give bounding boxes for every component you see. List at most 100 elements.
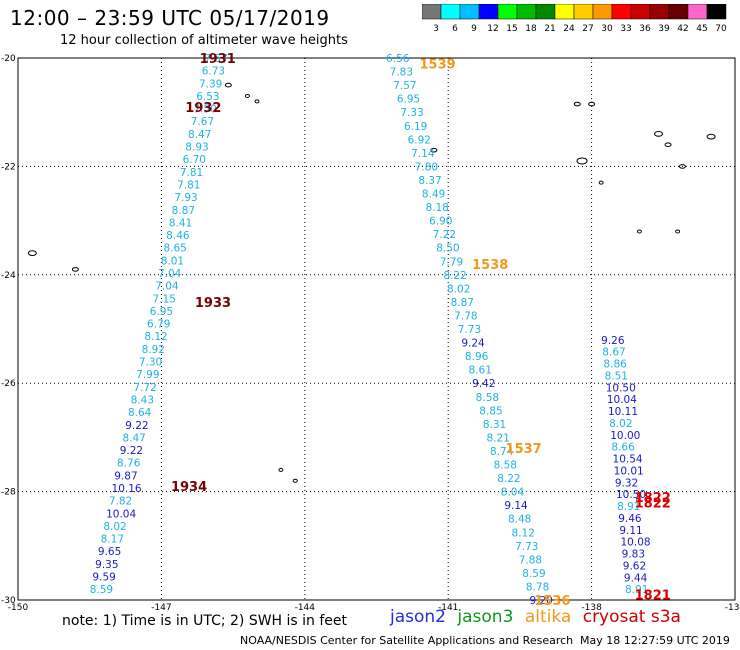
colorbar-label: 6 bbox=[452, 24, 458, 34]
colorbar-label: 42 bbox=[677, 24, 688, 34]
wave-height-value: 8.66 bbox=[611, 442, 635, 454]
wave-height-value: 8.01 bbox=[161, 255, 184, 267]
island-outline bbox=[588, 101, 596, 107]
wave-height-value: 7.30 bbox=[139, 357, 162, 369]
wave-height-value: 8.92 bbox=[142, 344, 165, 356]
wave-height-value: 8.31 bbox=[483, 419, 506, 431]
island-outline bbox=[71, 267, 79, 272]
wave-height-value: 7.39 bbox=[199, 78, 222, 90]
island-outline bbox=[244, 93, 250, 98]
colorbar-label: 36 bbox=[639, 24, 651, 34]
wave-height-value: 7.72 bbox=[133, 382, 156, 394]
colorbar-label: 12 bbox=[487, 24, 498, 34]
wave-height-value: 8.91 bbox=[617, 501, 640, 513]
island-outline bbox=[254, 99, 260, 104]
wave-height-value: 6.95 bbox=[150, 306, 173, 318]
wave-height-value: 8.93 bbox=[185, 142, 208, 154]
y-tick-label: -28 bbox=[1, 488, 16, 498]
wave-height-value: 8.86 bbox=[603, 359, 627, 371]
wave-height-value: 6.90 bbox=[429, 216, 452, 228]
wave-height-value: 8.02 bbox=[609, 418, 632, 430]
y-tick-label: -26 bbox=[1, 379, 16, 389]
wave-height-value: 7.04 bbox=[155, 281, 179, 293]
colorbar-label: 15 bbox=[506, 24, 517, 34]
wave-height-value: 8.78 bbox=[526, 581, 549, 593]
pass-time-label: 1538 bbox=[472, 258, 508, 273]
wave-height-value: 9.46 bbox=[618, 513, 642, 525]
wave-height-value: 7.33 bbox=[400, 107, 423, 119]
island-outline bbox=[278, 467, 284, 472]
wave-height-value: 7.81 bbox=[177, 179, 200, 191]
wave-height-value: 8.04 bbox=[501, 487, 525, 499]
legend-cryosat: cryosat s3a bbox=[582, 607, 681, 627]
wave-height-value: 7.81 bbox=[180, 167, 203, 179]
wave-height-value: 9.26 bbox=[601, 335, 625, 347]
wave-height-value: 8.96 bbox=[465, 351, 489, 363]
wave-height-value: 8.58 bbox=[494, 460, 517, 472]
legend-jason2: jason2 bbox=[390, 607, 446, 627]
island-outline bbox=[654, 130, 664, 137]
wave-height-value: 8.17 bbox=[101, 534, 124, 546]
wave-height-value: 7.57 bbox=[393, 80, 416, 92]
wave-height-value: 7.99 bbox=[136, 369, 159, 381]
colorbar-label: 33 bbox=[620, 24, 631, 34]
legend-jason3: jason3 bbox=[457, 607, 514, 627]
colorbar-swatch bbox=[706, 4, 727, 20]
wave-height-value: 8.67 bbox=[602, 347, 625, 359]
wave-height-value: 7.04 bbox=[158, 268, 182, 280]
wave-height-value: 10.01 bbox=[614, 465, 644, 477]
island-outline bbox=[573, 101, 581, 107]
wave-height-value: 10.16 bbox=[112, 483, 142, 495]
x-tick-label: -144 bbox=[295, 603, 316, 613]
pass-time-label: 1822 bbox=[635, 496, 671, 511]
wave-height-value: 9.44 bbox=[624, 572, 648, 584]
colorbar-label: 3 bbox=[433, 24, 439, 34]
wave-height-value: 8.47 bbox=[122, 432, 145, 444]
wave-height-value: 6.56 bbox=[386, 53, 410, 65]
wave-height-value: 8.50 bbox=[436, 243, 459, 255]
island-outline bbox=[224, 82, 232, 88]
wave-height-value: 6.19 bbox=[404, 121, 427, 133]
wave-height-value: 8.61 bbox=[469, 365, 492, 377]
wave-height-value: 8.18 bbox=[425, 202, 448, 214]
wave-height-value: 7.83 bbox=[390, 67, 413, 79]
page-title: 12:00 – 23:59 UTC 05/17/2019 bbox=[10, 6, 330, 30]
wave-height-value: 8.37 bbox=[418, 175, 441, 187]
wave-height-value: 9.20 bbox=[529, 595, 552, 607]
wave-height-value: 8.91 bbox=[625, 584, 648, 596]
wave-height-value: 10.00 bbox=[610, 430, 640, 442]
legend-altika: altika bbox=[524, 607, 572, 627]
colorbar-label: 9 bbox=[471, 24, 477, 34]
wave-height-value: 8.74 bbox=[490, 446, 514, 458]
pass-time-label: 1536 bbox=[534, 594, 570, 609]
credit-line: NOAA/NESDIS Center for Satellite Applica… bbox=[240, 634, 574, 647]
wave-height-value: 10.50 bbox=[616, 489, 646, 501]
island-outline bbox=[292, 478, 298, 483]
island-outline bbox=[636, 229, 642, 234]
x-tick-label: -147 bbox=[151, 603, 171, 613]
wave-height-value: 9.11 bbox=[619, 525, 642, 537]
pass-time-label: 1934 bbox=[171, 480, 207, 495]
colorbar-label: 39 bbox=[658, 24, 670, 34]
pass-time-label: 1931 bbox=[200, 52, 236, 67]
wave-height-value: 6.92 bbox=[408, 134, 431, 146]
wave-height-value: 10.04 bbox=[106, 508, 136, 520]
wave-height-value: 7.79 bbox=[440, 256, 463, 268]
wave-height-value: 10.04 bbox=[607, 394, 637, 406]
generated-timestamp: May 18 12:27:59 UTC 2019 bbox=[580, 634, 730, 647]
wave-height-value: 8.02 bbox=[103, 521, 126, 533]
island-outline bbox=[706, 133, 716, 140]
y-tick-label: -20 bbox=[1, 54, 16, 64]
wave-height-value: 9.22 bbox=[120, 445, 143, 457]
pass-time-label: 1933 bbox=[195, 296, 231, 311]
wave-height-value: 8.85 bbox=[479, 405, 502, 417]
colorbar-label: 21 bbox=[544, 24, 555, 34]
wave-height-value: 8.87 bbox=[172, 205, 195, 217]
wave-height-value: 8.22 bbox=[443, 270, 466, 282]
colorbar-label: 45 bbox=[696, 24, 707, 34]
wave-height-value: 7.78 bbox=[454, 310, 477, 322]
wave-height-value: 10.54 bbox=[613, 454, 643, 466]
wave-height-value: 8.51 bbox=[605, 370, 628, 382]
pass-time-label: 1821 bbox=[635, 589, 671, 604]
